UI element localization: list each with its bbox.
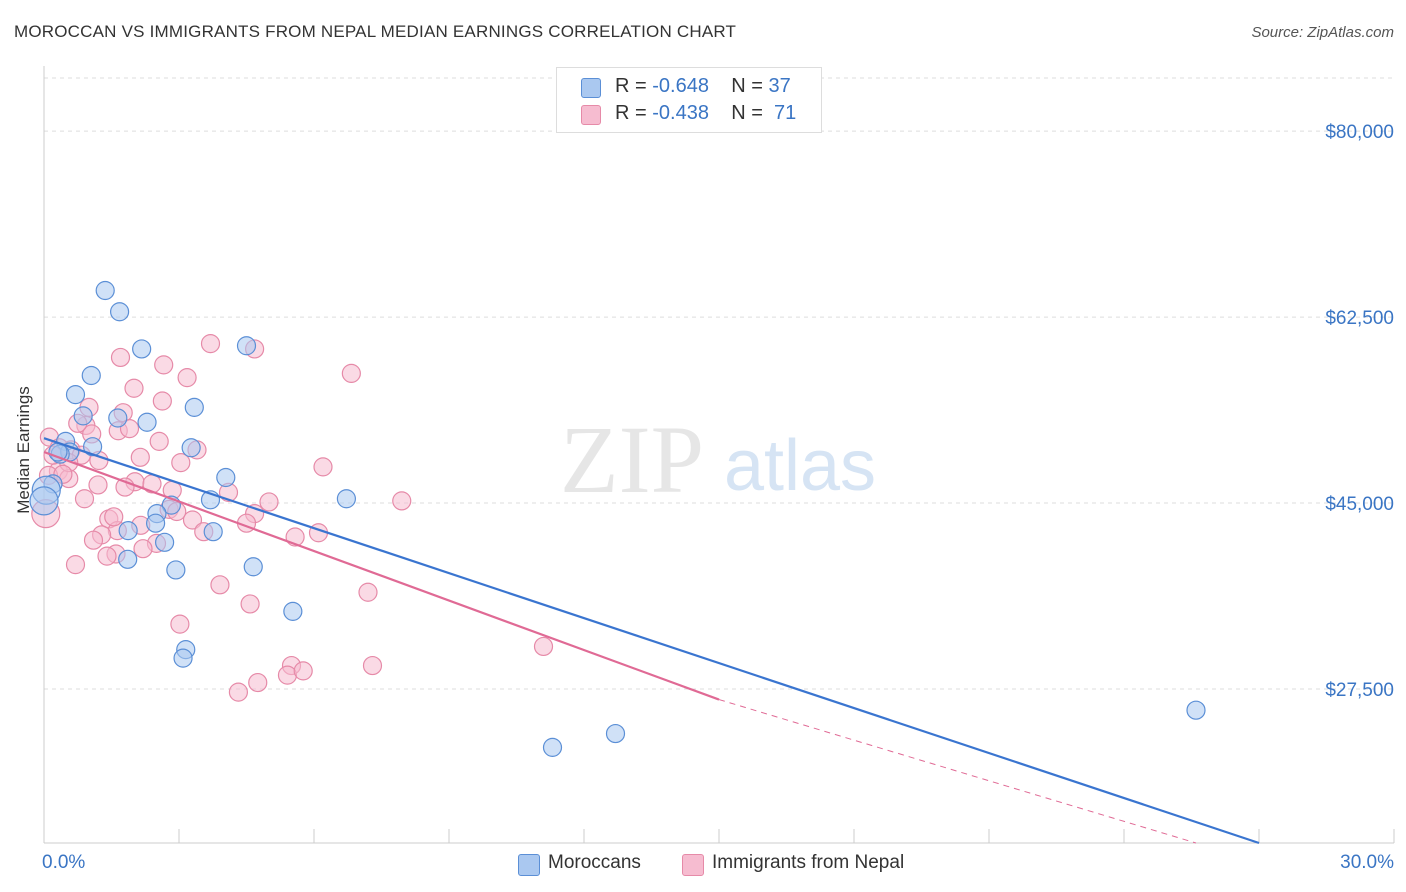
moroccan-point: [542, 737, 563, 757]
nepal-point: [240, 594, 260, 614]
nepal-point: [200, 334, 221, 354]
moroccan-point: [108, 408, 128, 428]
trend-line-nepal: [718, 699, 1197, 844]
moroccan-point: [283, 601, 303, 621]
moroccan-point: [118, 521, 138, 541]
nepal-point: [293, 661, 313, 681]
legend-r-label: R =: [615, 75, 647, 97]
y-axis-label-wrap: Median Earnings: [4, 300, 44, 600]
nepal-points: [31, 334, 554, 702]
nepal-point: [277, 665, 298, 685]
nepal-point: [171, 453, 191, 473]
bottom-legend-swatch-nepal: [682, 854, 704, 876]
moroccan-point: [29, 486, 59, 516]
watermark-atlas: atlas: [724, 426, 876, 506]
legend-swatch-moroccans: [581, 78, 601, 98]
y-axis-label: Median Earnings: [14, 386, 33, 514]
moroccan-point: [132, 339, 152, 359]
y-tick-labels: $27,500 $45,000 $62,500 $80,000: [1325, 122, 1394, 701]
source-label: Source: ZipAtlas.com: [1251, 24, 1394, 41]
nepal-point: [133, 539, 153, 559]
moroccan-point: [137, 412, 157, 432]
legend-n-label: N =: [731, 102, 763, 124]
legend-r-value: -0.438: [652, 102, 709, 124]
moroccan-point: [118, 549, 138, 569]
legend-r-value: -0.648: [652, 75, 709, 97]
nepal-point: [313, 457, 333, 477]
nepal-point: [341, 363, 361, 383]
moroccan-point: [184, 397, 204, 417]
legend-swatch-nepal: [581, 105, 601, 125]
moroccan-point: [181, 438, 201, 458]
moroccan-point: [82, 437, 103, 457]
trend-line-nepal: [43, 450, 720, 701]
moroccan-points: [29, 280, 1206, 757]
bottom-legend-label-moroccans: Moroccans: [548, 852, 641, 873]
nepal-point: [392, 491, 412, 511]
legend-text-nepal: R = -0.438 N = 71: [615, 102, 796, 125]
moroccan-point: [166, 560, 186, 580]
nepal-point: [177, 368, 197, 388]
legend-r-label: R =: [615, 102, 647, 124]
y-tick-label: $27,500: [1325, 680, 1394, 701]
nepal-point: [88, 475, 108, 495]
x-tick-min: 0.0%: [42, 852, 86, 873]
bottom-legend-label-nepal: Immigrants from Nepal: [712, 852, 905, 873]
moroccan-point: [243, 557, 263, 577]
nepal-point: [259, 492, 279, 512]
moroccan-point: [146, 513, 166, 533]
moroccan-point: [336, 489, 356, 509]
nepal-point: [110, 347, 131, 368]
nepal-point: [124, 378, 144, 398]
moroccan-point: [95, 280, 115, 301]
x-tick-max: 30.0%: [1340, 852, 1394, 873]
nepal-point: [228, 682, 248, 702]
nepal-point: [362, 655, 383, 676]
moroccan-point: [203, 522, 223, 542]
y-tick-label: $80,000: [1325, 122, 1394, 143]
nepal-point: [104, 507, 124, 527]
chart-title: MOROCCAN VS IMMIGRANTS FROM NEPAL MEDIAN…: [14, 22, 737, 41]
nepal-point: [182, 510, 203, 530]
watermark-zip: ZIP: [560, 406, 704, 513]
moroccan-point: [236, 336, 257, 356]
moroccan-point: [109, 302, 130, 322]
trend-lines: [43, 437, 1260, 845]
nepal-point: [154, 355, 174, 375]
moroccan-point: [73, 406, 93, 426]
nepal-point: [210, 575, 230, 595]
axes: [43, 66, 1395, 844]
nepal-point: [170, 614, 190, 634]
nepal-point: [358, 582, 378, 602]
nepal-point: [149, 431, 169, 451]
legend-n-label: N =: [731, 75, 763, 97]
correlation-legend: R = -0.648 N = 37 R = -0.438 N = 71: [556, 67, 822, 133]
moroccan-point: [216, 467, 236, 488]
moroccan-point: [173, 648, 193, 668]
legend-text-moroccans: R = -0.648 N = 37: [615, 75, 791, 98]
moroccan-point: [605, 723, 626, 744]
nepal-point: [74, 489, 95, 509]
nepal-point: [248, 672, 268, 693]
moroccan-point: [1186, 700, 1206, 720]
y-tick-label: $45,000: [1325, 494, 1394, 515]
moroccan-point: [155, 532, 175, 552]
nepal-point: [97, 546, 117, 566]
moroccan-point: [81, 365, 101, 386]
nepal-point: [533, 636, 554, 657]
nepal-point: [65, 555, 86, 575]
legend-n-value: 37: [768, 75, 791, 97]
y-tick-label: $62,500: [1325, 308, 1394, 329]
nepal-point: [152, 391, 172, 411]
moroccan-point: [65, 385, 86, 405]
trend-line-moroccans: [43, 437, 1260, 845]
watermark: ZIP atlas: [560, 406, 876, 513]
bottom-legend-swatch-moroccans: [518, 854, 540, 876]
nepal-point: [83, 530, 104, 550]
nepal-point: [130, 447, 150, 467]
legend-n-value: 71: [774, 102, 797, 124]
